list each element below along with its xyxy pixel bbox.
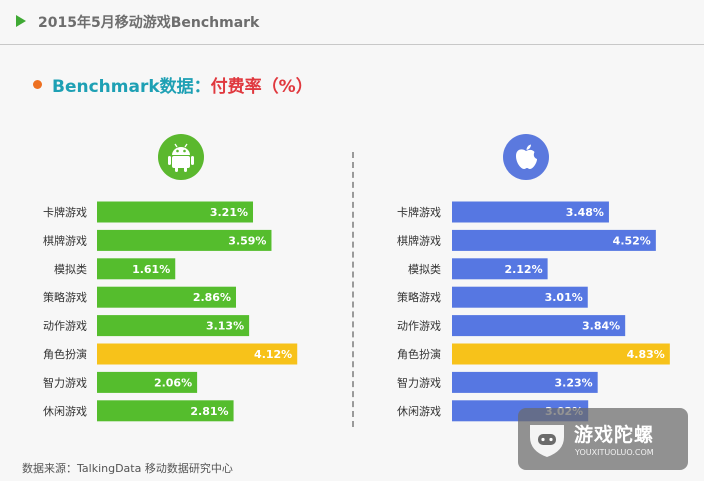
watermark-name: 游戏陀螺 <box>574 424 655 446</box>
category-label: 策略游戏 <box>43 290 87 304</box>
category-label: 策略游戏 <box>397 290 441 304</box>
bar <box>452 201 609 223</box>
bar <box>97 371 198 393</box>
bar <box>452 229 656 251</box>
value-label: 3.01% <box>545 291 583 304</box>
apple-icon <box>503 134 549 180</box>
category-label: 棋牌游戏 <box>397 233 441 247</box>
value-label: 2.12% <box>504 263 542 276</box>
category-label: 动作游戏 <box>397 320 441 333</box>
category-label: 模拟类 <box>408 262 441 276</box>
page-title: 2015年5月移动游戏Benchmark <box>38 15 260 31</box>
bar <box>97 229 272 251</box>
category-label: 模拟类 <box>54 262 87 276</box>
category-label: 角色扮演 <box>43 347 87 361</box>
value-label: 4.12% <box>254 348 292 361</box>
header-bar: 2015年5月移动游戏Benchmark <box>0 0 704 45</box>
bar-chart-apple: 卡牌游戏 3.48% 棋牌游戏 4.52% 模拟类 2.12% 策略游戏 3.01% 动作游戏 3… <box>397 201 670 422</box>
category-label: 休闲游戏 <box>43 404 87 418</box>
value-label: 2.06% <box>154 376 192 389</box>
bar <box>452 286 588 308</box>
value-label: 3.13% <box>206 320 244 333</box>
bar <box>97 315 250 337</box>
section-heading: Benchmark数据：付费率（%） <box>52 72 313 97</box>
category-label: 休闲游戏 <box>397 404 441 418</box>
category-label: 智力游戏 <box>43 375 87 389</box>
value-label: 1.61% <box>132 263 170 276</box>
value-label: 3.84% <box>582 320 620 333</box>
platform-divider <box>352 152 354 427</box>
value-label: 4.52% <box>613 234 651 247</box>
bar <box>97 400 234 422</box>
bar <box>452 315 626 337</box>
bar <box>97 258 176 280</box>
category-label: 角色扮演 <box>397 347 441 361</box>
bar <box>97 343 298 365</box>
category-label: 智力游戏 <box>397 375 441 389</box>
watermark-logo: 游戏陀螺 YOUXITUOLUO.COM <box>518 408 688 470</box>
category-label: 棋牌游戏 <box>43 233 87 247</box>
dot-icon <box>33 80 42 89</box>
data-source-note: 数据来源：TalkingData 移动数据研究中心 <box>22 462 233 475</box>
section-heading-metric: 付费率（%） <box>210 77 313 97</box>
value-label: 4.83% <box>627 348 665 361</box>
category-label: 动作游戏 <box>43 320 87 333</box>
value-label: 3.21% <box>210 206 248 219</box>
value-label: 3.48% <box>566 206 604 219</box>
category-label: 卡牌游戏 <box>43 205 87 219</box>
spinning-top-icon <box>530 425 564 457</box>
watermark-url: YOUXITUOLUO.COM <box>575 448 654 457</box>
value-label: 2.86% <box>193 291 231 304</box>
value-label: 3.23% <box>555 376 593 389</box>
bar <box>97 286 236 308</box>
section-heading-prefix: Benchmark数据： <box>52 77 211 97</box>
value-label: 3.59% <box>228 234 266 247</box>
bar <box>452 343 670 365</box>
bar <box>452 371 598 393</box>
value-label: 2.81% <box>190 405 228 418</box>
bar-chart-android: 卡牌游戏 3.21% 棋牌游戏 3.59% 模拟类 1.61% 策略游戏 2.86% 动作游戏 3… <box>43 201 298 422</box>
category-label: 卡牌游戏 <box>397 205 441 219</box>
android-icon <box>158 134 204 180</box>
play-icon <box>16 15 26 27</box>
bar <box>452 258 548 280</box>
bar <box>97 201 254 223</box>
